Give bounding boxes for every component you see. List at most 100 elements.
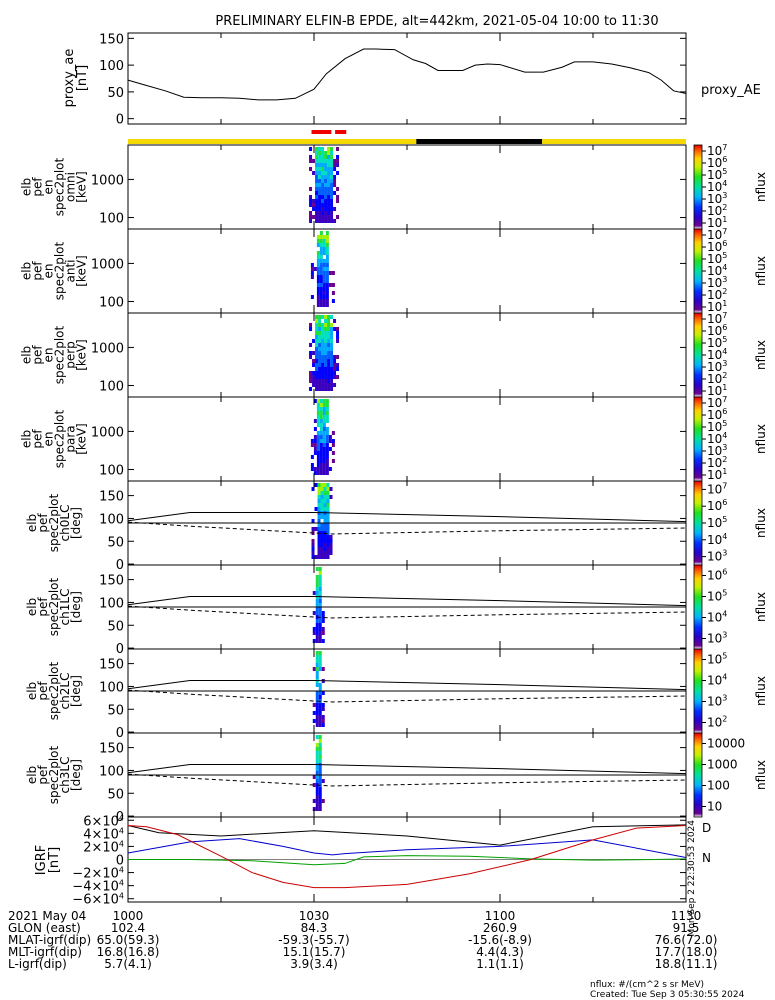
spec-cell (318, 383, 322, 387)
spec-cell (318, 735, 322, 739)
spec-cell (331, 451, 335, 455)
igrf-stamp: Mon Sep 2 22:30:53 2024 (687, 820, 697, 937)
ylabel-line: elb (20, 262, 34, 280)
ylabel-line: elb (25, 682, 39, 700)
spec-cell (326, 531, 330, 535)
spec-cell (319, 271, 323, 275)
spec-cell (318, 719, 322, 723)
igrf-tick-label: 4×104 (83, 826, 124, 842)
colorbar-scale (693, 564, 703, 650)
spec-cell (318, 691, 322, 695)
spec-cell (323, 515, 327, 519)
spec-cell (330, 167, 334, 171)
spec-cell (315, 159, 319, 163)
spec-cell (322, 243, 326, 247)
spec-cell (333, 383, 337, 387)
spec-cell (313, 399, 317, 403)
spec-cell (316, 299, 320, 303)
spec-cell (330, 359, 334, 363)
colorbar-label: 105 (707, 515, 727, 530)
spec-cell (327, 151, 331, 155)
spec-cell (333, 179, 337, 183)
spec-cell (312, 591, 316, 595)
spec-cell (321, 715, 325, 719)
spec-cell (325, 411, 329, 415)
colorbar-label: 105 (707, 335, 727, 350)
colorbar-label: 107 (707, 395, 727, 410)
ylabel-line: para (64, 425, 78, 452)
ylabel-line: [nT] (47, 847, 62, 873)
spec-cell (330, 371, 334, 375)
spec-cell (319, 259, 323, 263)
spec-cell (316, 423, 320, 427)
spec-cell (321, 351, 325, 355)
spec-cell (336, 335, 340, 339)
orbit-row-value: 65.0(59.3) (97, 933, 160, 947)
spec-cell (330, 343, 334, 347)
spec-cell (324, 343, 328, 347)
spec-cell (313, 443, 317, 447)
spec-cell (318, 339, 322, 343)
spec-cell (322, 399, 326, 403)
spec-cell (318, 575, 322, 579)
spec-cell (309, 219, 313, 223)
spec-cell (320, 543, 324, 547)
ylabel-line: elb (20, 346, 34, 364)
spec-cell (333, 327, 337, 331)
spec-cell (336, 147, 340, 151)
spec-cell (324, 363, 328, 367)
spec-cell (321, 371, 325, 375)
spec-cell (327, 371, 331, 375)
spec-cell (316, 431, 320, 435)
spec-cell (327, 167, 331, 171)
spec-cell (324, 347, 328, 351)
ylabel-line: pef (31, 345, 45, 365)
spec-cell (324, 191, 328, 195)
spec-cell (320, 503, 324, 507)
spec-cell (333, 191, 337, 195)
spec-cell (336, 215, 340, 219)
spec-cell (315, 795, 319, 799)
spec-cell (325, 283, 329, 287)
spec-cell (315, 375, 319, 379)
spec-cell (327, 155, 331, 159)
loss-cone-dashed-line (127, 521, 687, 535)
spec-cell (312, 627, 316, 631)
spec-cell (310, 295, 314, 299)
spec-cell (327, 379, 331, 383)
orbit-row-label: L-igrf(dip) (8, 957, 67, 971)
igrf-legend-n: N (702, 851, 711, 865)
colorbar-label: 101 (707, 299, 727, 314)
spec-cell (330, 327, 334, 331)
spec-cell (323, 499, 327, 503)
spec-cell (322, 275, 326, 279)
igrf-series-bx (127, 838, 687, 859)
spec-cell (324, 351, 328, 355)
spec-cell (321, 707, 325, 711)
orbit-row-value: 1030 (299, 909, 330, 923)
spec-cell (327, 347, 331, 351)
spec-cell (315, 747, 319, 751)
ch2LC-colorbar: 102 103 104 105 nflux (693, 648, 768, 734)
ylabel-line: pef (31, 429, 45, 449)
igrf-ylabel: IGRF[nT] (34, 845, 62, 875)
spec-cell (318, 755, 322, 759)
spec-cell (315, 667, 319, 671)
spec-cell (326, 539, 330, 543)
spec-cell (312, 375, 316, 379)
spec-cell (327, 335, 331, 339)
spec-cell (320, 507, 324, 511)
spec-cell (316, 467, 320, 471)
ae-panel-frame (127, 32, 687, 125)
spec-cell (318, 711, 322, 715)
spec-cell (323, 555, 327, 559)
ch3LC-spectrogram (312, 735, 325, 811)
spec-cell (321, 315, 325, 319)
spec-cell (326, 547, 330, 551)
spec-cell (330, 179, 334, 183)
spec-cell (315, 343, 319, 347)
spec-cell (315, 619, 319, 623)
spec-cell (322, 471, 326, 475)
spec-cell (324, 367, 328, 371)
spec-cell (315, 703, 319, 707)
